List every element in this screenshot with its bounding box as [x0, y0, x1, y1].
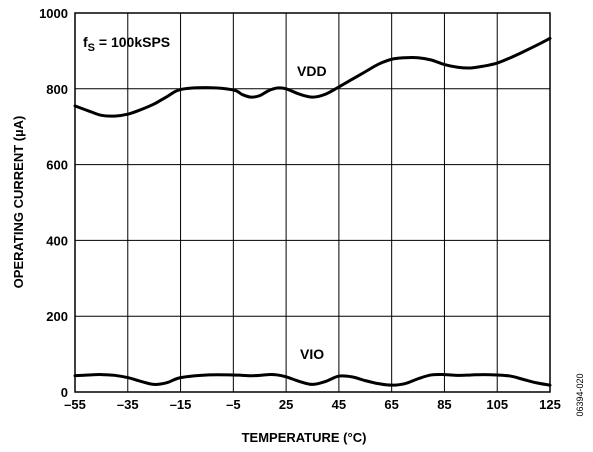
series-label-vio: VIO: [300, 346, 324, 362]
plot-frame-layer: [74, 12, 551, 393]
y-tick-label: 600: [46, 158, 68, 173]
annotation-subscript: S: [88, 42, 95, 54]
x-tick-label: 65: [384, 397, 398, 412]
y-tick-label: 200: [46, 309, 68, 324]
x-axis-title: TEMPERATURE (°C): [242, 430, 367, 445]
grid-layer: [75, 13, 550, 392]
x-tick-label: 125: [539, 397, 561, 412]
tick-label-layer: –55 –35 –15 –5 25 45 65 85 105 125 0 200 400 600 800 10…: [39, 6, 561, 412]
x-tick-label: 85: [437, 397, 451, 412]
y-tick-label: 1000: [39, 6, 68, 21]
x-tick-label: –15: [170, 397, 192, 412]
annotation-main: f: [83, 34, 88, 50]
series-line-vio: [73, 372, 552, 387]
x-tick-label: 25: [279, 397, 293, 412]
x-tick-label: 45: [332, 397, 346, 412]
y-tick-label: 400: [46, 233, 68, 248]
series-layer: [73, 36, 552, 387]
annotation-rest: = 100kSPS: [95, 34, 170, 50]
series-label-vdd: VDD: [297, 63, 327, 79]
x-tick-label: –35: [117, 397, 139, 412]
figure-id: 06394-020: [575, 373, 585, 416]
sampling-rate-annotation: fS = 100kSPS: [83, 34, 170, 54]
x-tick-label: –55: [64, 397, 86, 412]
y-tick-label: 0: [61, 385, 68, 400]
y-axis-title: OPERATING CURRENT (µA): [11, 116, 26, 289]
x-tick-label: 105: [486, 397, 508, 412]
y-tick-label: 800: [46, 82, 68, 97]
plot-frame: [74, 12, 551, 393]
x-tick-label: –5: [226, 397, 240, 412]
series-line-vdd: [73, 36, 552, 118]
